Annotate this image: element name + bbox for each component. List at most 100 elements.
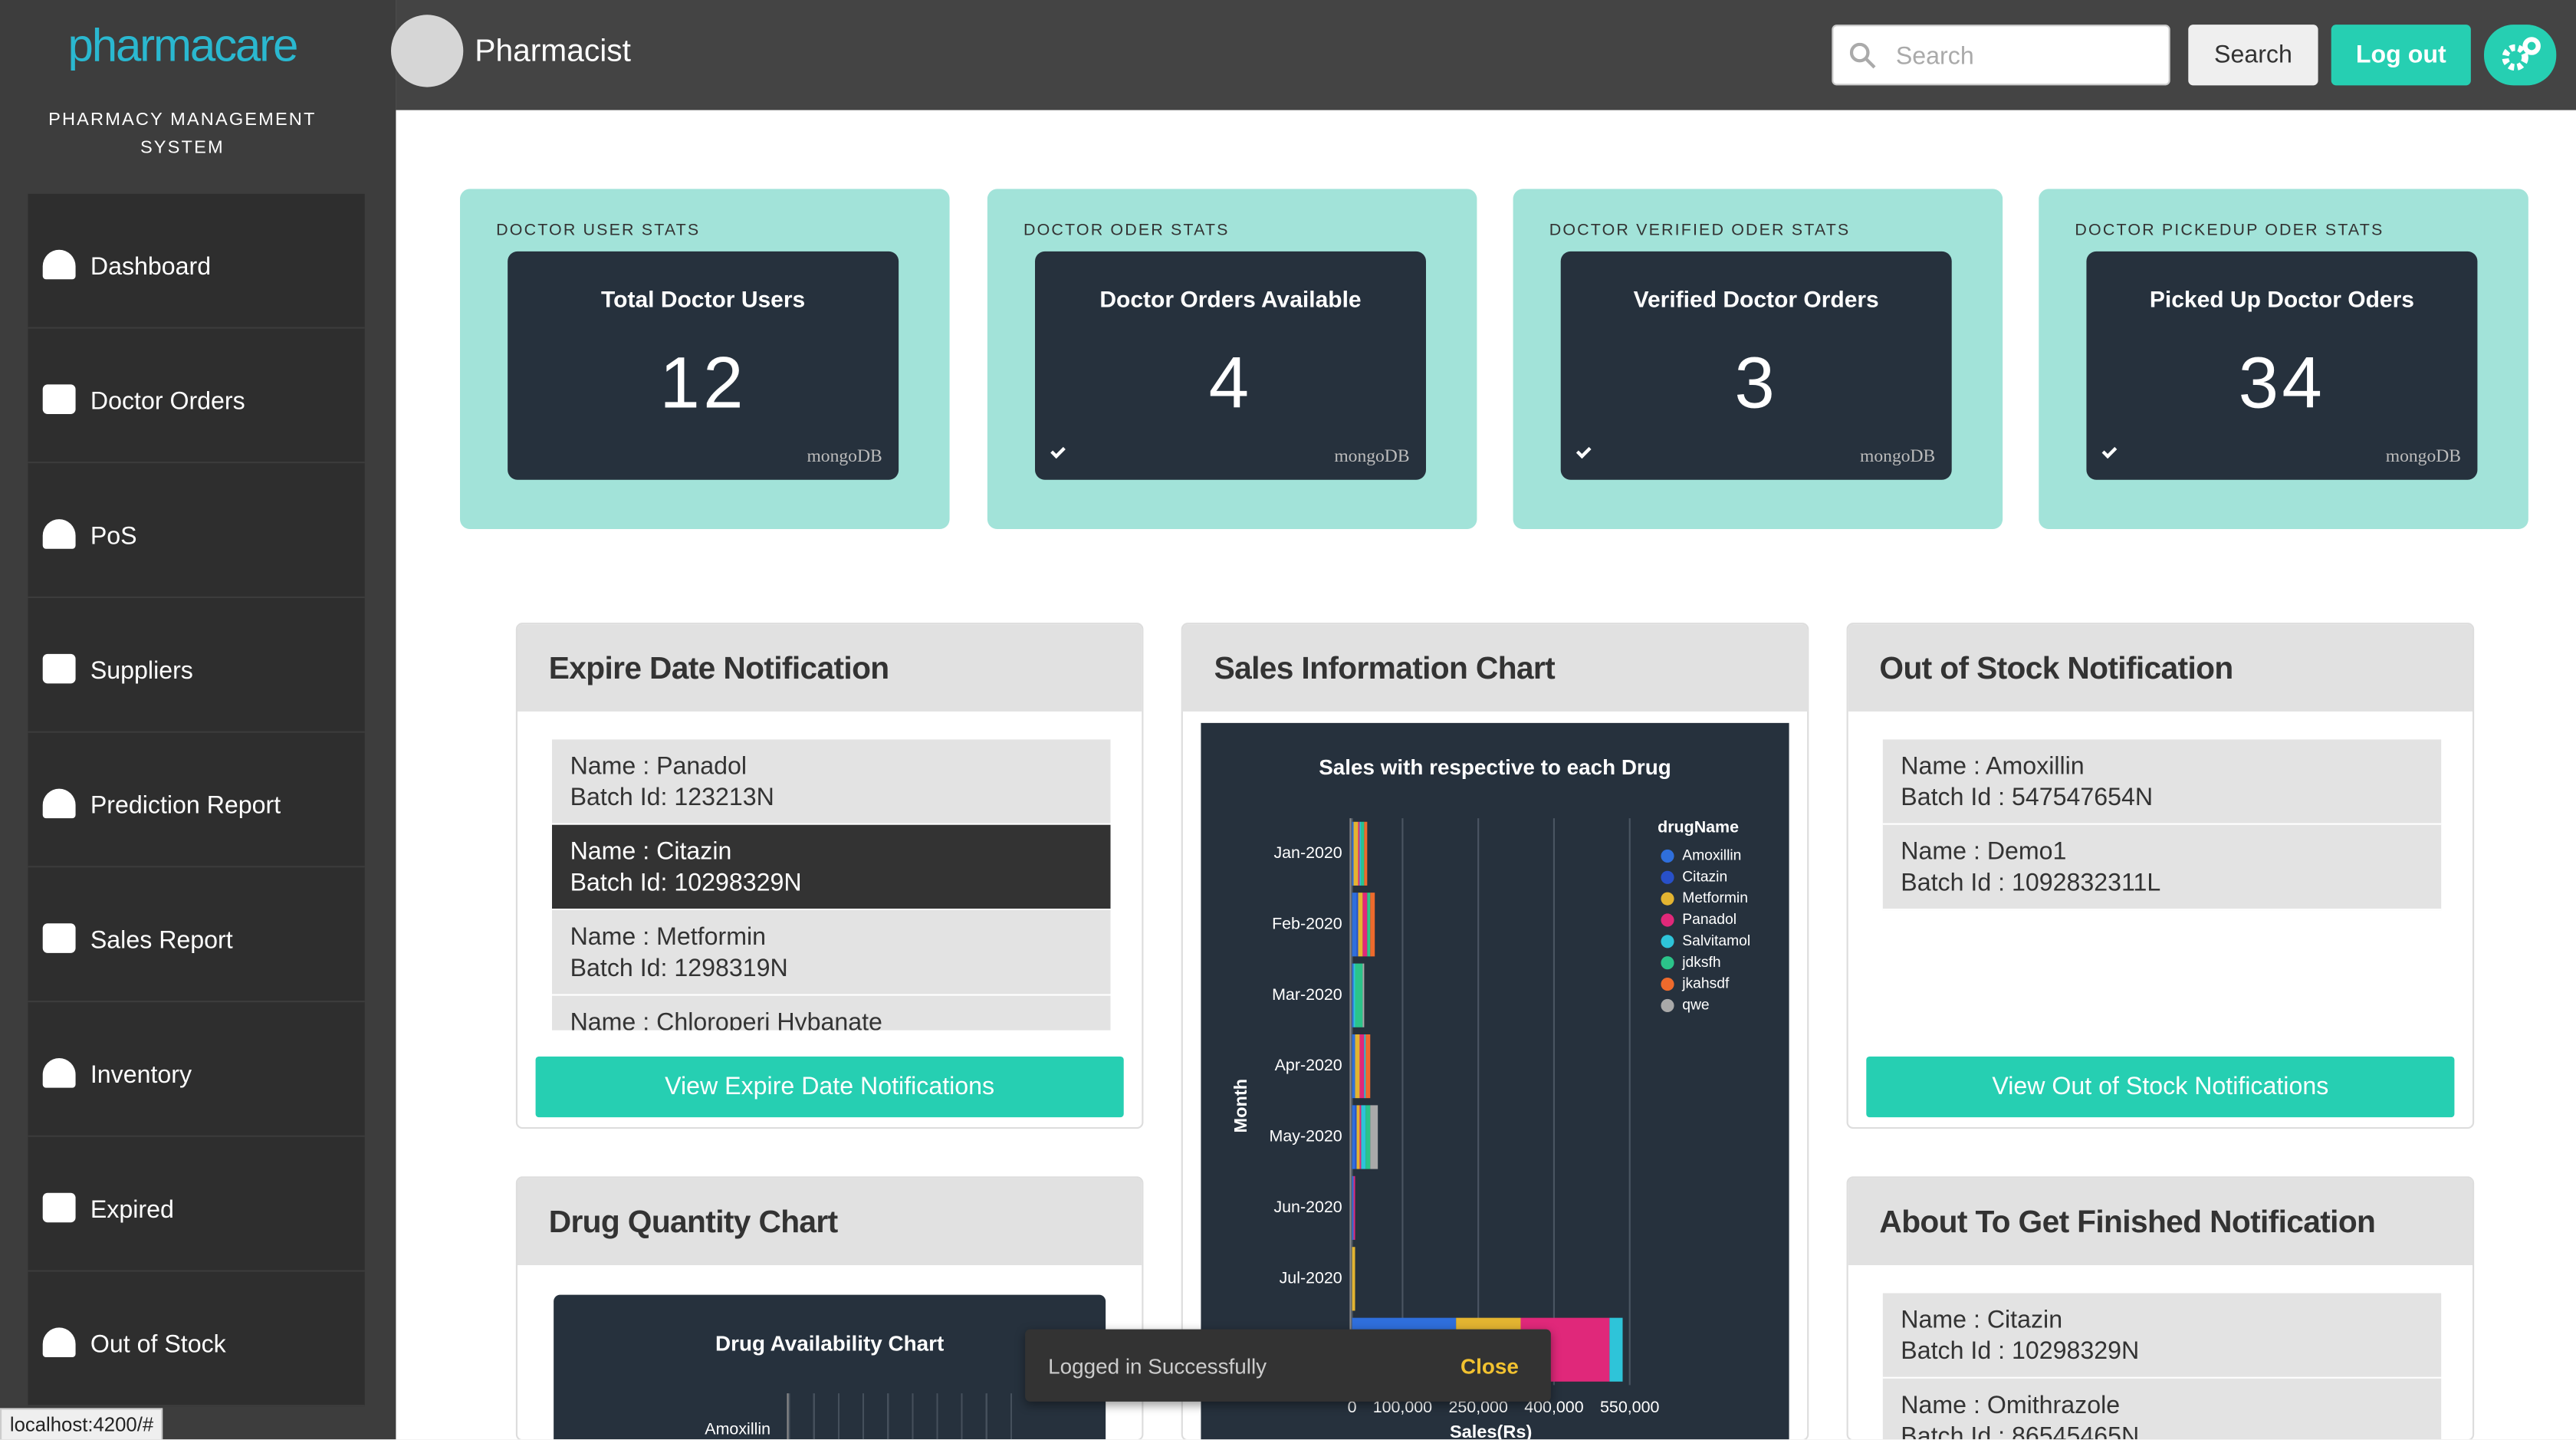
- legend-swatch: [1661, 913, 1674, 927]
- stat-value: 34: [2238, 343, 2326, 424]
- avatar[interactable]: [390, 15, 464, 87]
- stat-card: DOCTOR PICKEDUP ODER STATS Picked Up Doct…: [2039, 189, 2528, 529]
- bar-segment: [1353, 1175, 1355, 1240]
- stat-card: DOCTOR USER STATS Total Doctor Users 12 mon…: [460, 189, 950, 529]
- view-button[interactable]: View Out of Stock Notifications: [1866, 1056, 2455, 1118]
- bar-segment: [1356, 893, 1359, 957]
- batch-id: Batch Id: 10298329N: [570, 869, 802, 897]
- notification-item[interactable]: Name : Panadol Batch Id: 123213N: [552, 739, 1111, 825]
- bar-segment: [1353, 963, 1355, 1027]
- bar-segment: [1359, 821, 1362, 886]
- menu-label: Prediction Report: [90, 791, 281, 820]
- menu-item[interactable]: Doctor Orders: [28, 328, 365, 464]
- stat-value: 4: [1208, 343, 1253, 424]
- legend-label: jdksfh: [1681, 955, 1720, 971]
- menu-item[interactable]: Suppliers: [28, 598, 365, 733]
- panel-title: Sales Information Chart: [1182, 624, 1808, 712]
- bar-segment: [1364, 821, 1368, 886]
- legend-swatch: [1661, 870, 1674, 884]
- drug-name: Name : Demo1: [1901, 837, 2067, 866]
- batch-id: Batch Id : 1092832311L: [1901, 869, 2161, 897]
- legend-label: Panadol: [1682, 912, 1737, 928]
- drug-chart-title: Drug Availability Chart: [715, 1330, 945, 1356]
- drug-name: Name : Citazin: [1901, 1306, 2063, 1334]
- snackbar-close[interactable]: Close: [1460, 1353, 1519, 1379]
- check-icon: [2101, 443, 2118, 459]
- bar-segment: [1358, 821, 1360, 886]
- brand: pharmacare: [67, 19, 298, 71]
- placeholder: Search: [1895, 42, 1974, 71]
- notification-item[interactable]: Name : Demo1 Batch Id : 1092832311L: [1882, 824, 2442, 911]
- stat-box: Total Doctor Users 12 mongoDB: [508, 251, 899, 480]
- stat-box: Doctor Orders Available 4 mongoDB: [1035, 251, 1426, 480]
- menu-item[interactable]: Sales Report: [28, 867, 365, 1003]
- menu-label: Suppliers: [90, 657, 193, 685]
- legend-label: Metformin: [1682, 890, 1748, 906]
- stat-card: DOCTOR ODER STATS Doctor Orders Available…: [987, 189, 1477, 529]
- notification-item[interactable]: Name : Chloroperi Hybanate: [552, 995, 1111, 1031]
- sales-chart-box: Sales with respective to each Drug 0 100,0…: [1201, 722, 1789, 1440]
- legend-swatch: [1661, 849, 1674, 863]
- menu-item[interactable]: Dashboard: [28, 193, 365, 329]
- stat-caption: DOCTOR PICKEDUP ODER STATS: [2075, 222, 2384, 240]
- stat-title: Doctor Orders Available: [1099, 285, 1362, 313]
- y-tick-label: Apr-2020: [1275, 1056, 1342, 1074]
- x-tick-label: 550,000: [1600, 1398, 1659, 1416]
- legend-swatch: [1661, 978, 1674, 991]
- drug-name: Name : Omithrazole: [1901, 1392, 2121, 1420]
- mongodb-logo: mongoDB: [1860, 446, 1936, 467]
- menu-label: Dashboard: [90, 253, 212, 281]
- y-tick-label: Jun-2020: [1273, 1198, 1342, 1216]
- menu-icon: [42, 1058, 76, 1088]
- search-input[interactable]: Search: [1832, 25, 2170, 86]
- bar-segment: [1352, 1247, 1355, 1311]
- notification-item[interactable]: Name : Omithrazole Batch Id : 86545465N: [1882, 1378, 2442, 1440]
- mongodb-logo: mongoDB: [807, 446, 882, 467]
- bar-segment: [1352, 1175, 1354, 1240]
- y-axis-label: Month: [1230, 1079, 1250, 1133]
- menu-icon: [42, 1192, 76, 1223]
- notification-item[interactable]: Name : Metformin Batch Id: 1298319N: [552, 910, 1111, 996]
- user-name: Pharmacist: [475, 35, 631, 69]
- menu-label: Out of Stock: [90, 1330, 226, 1359]
- menu-item[interactable]: Out of Stock: [28, 1271, 365, 1407]
- expire-panel: Expire Date Notification Name : Panadol Ba…: [515, 623, 1144, 1129]
- notification-item[interactable]: Name : Citazin Batch Id: 10298329N: [552, 824, 1111, 911]
- logout-button[interactable]: Log out: [2331, 25, 2471, 86]
- stat-title: Total Doctor Users: [601, 285, 806, 313]
- bar-segment: [1356, 1105, 1360, 1169]
- brand-subtitle: PHARMACY MANAGEMENT SYSTEM: [48, 110, 317, 158]
- menu-item[interactable]: PoS: [28, 463, 365, 598]
- y-tick-label: Jan-2020: [1273, 843, 1342, 862]
- batch-id: Batch Id : 86545465N: [1901, 1422, 2140, 1440]
- mongodb-logo: mongoDB: [2385, 446, 2461, 467]
- status-bar: localhost:4200/#: [0, 1408, 164, 1440]
- drug-chart-grid: [787, 1393, 1033, 1440]
- menu-item[interactable]: Expired: [28, 1136, 365, 1272]
- settings-button[interactable]: [2484, 25, 2557, 86]
- bar-segment: [1362, 963, 1365, 1027]
- bar-segment: [1352, 963, 1354, 1027]
- menu-label: Doctor Orders: [90, 387, 245, 416]
- menu-item[interactable]: Prediction Report: [28, 732, 365, 868]
- notification-item[interactable]: Name : Amoxillin Batch Id : 547547654N: [1882, 739, 2442, 825]
- search-button[interactable]: Search: [2188, 25, 2318, 86]
- drug-chart-label: Amoxillin: [705, 1421, 771, 1440]
- search-icon: [1849, 42, 1876, 69]
- notification-item[interactable]: Name : Citazin Batch Id : 10298329N: [1882, 1293, 2442, 1379]
- bar-segment: [1361, 1105, 1366, 1169]
- bar-segment: [1352, 1034, 1355, 1099]
- bar-segment: [1362, 893, 1368, 957]
- drug-name: Name : Amoxillin: [1901, 752, 2085, 781]
- bar-segment: [1359, 1105, 1362, 1169]
- menu-item[interactable]: Inventory: [28, 1002, 365, 1137]
- x-tick-label: 400,000: [1524, 1398, 1583, 1416]
- stat-caption: DOCTOR VERIFIED ODER STATS: [1549, 222, 1851, 240]
- chart-title: Sales with respective to each Drug: [1319, 755, 1671, 779]
- batch-id: Batch Id: 123213N: [570, 784, 774, 812]
- bar-segment: [1353, 821, 1359, 886]
- view-button[interactable]: View Expire Date Notifications: [535, 1056, 1124, 1118]
- batch-id: Batch Id: 1298319N: [570, 955, 788, 983]
